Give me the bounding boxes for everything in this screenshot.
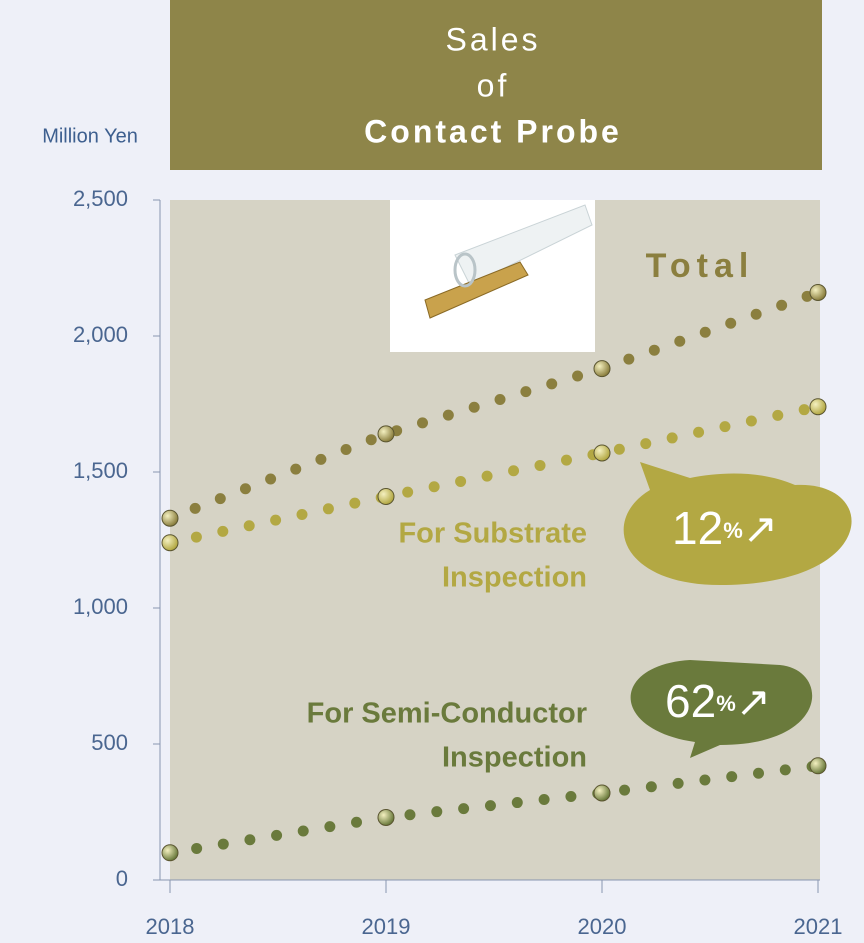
bubble-arrow: ↗: [736, 678, 771, 725]
data-point: [377, 487, 395, 505]
y-tick-label: 2,500: [73, 186, 128, 211]
data-point: [809, 757, 827, 775]
x-tick-label: 2021: [794, 914, 843, 939]
data-point: [377, 425, 395, 443]
data-point: [593, 784, 611, 802]
bubble-text: 62%↗: [665, 675, 771, 727]
series-label: Total: [646, 247, 755, 285]
series-line: [164, 760, 824, 859]
title-line: Contact Probe: [364, 113, 622, 149]
data-point: [809, 398, 827, 416]
x-tick-label: 2018: [146, 914, 195, 939]
probe-photo: [390, 200, 595, 352]
data-point: [161, 844, 179, 862]
data-point: [593, 444, 611, 462]
data-point: [161, 534, 179, 552]
bubble-shape: [630, 660, 813, 758]
title-box: [170, 0, 822, 170]
series-line: [164, 401, 824, 549]
bubble-unit: %: [723, 518, 743, 543]
data-point: [377, 808, 395, 826]
y-axis-label: Million Yen: [42, 125, 138, 147]
y-tick-label: 0: [116, 866, 128, 891]
bubble-arrow: ↗: [743, 505, 778, 552]
series-label: For Semi-Conductor: [307, 698, 587, 730]
series-label: For Substrate: [398, 518, 587, 550]
title-line: Sales: [445, 21, 540, 57]
x-tick-label: 2019: [362, 914, 411, 939]
series-line: [164, 286, 824, 524]
y-tick-label: 2,000: [73, 322, 128, 347]
bubble-shape: [623, 462, 852, 585]
bubble-number: 12: [672, 502, 723, 554]
data-point: [809, 283, 827, 301]
y-tick-label: 1,000: [73, 594, 128, 619]
bubble-text: 12%↗: [672, 502, 778, 554]
x-tick-label: 2020: [578, 914, 627, 939]
series-label: Inspection: [442, 562, 587, 594]
series-label: Inspection: [442, 742, 587, 774]
y-tick-label: 500: [91, 730, 128, 755]
data-point: [161, 509, 179, 527]
title-line: of: [477, 67, 510, 103]
bubble-unit: %: [716, 691, 736, 716]
bubble-number: 62: [665, 675, 716, 727]
data-point: [593, 360, 611, 378]
y-tick-label: 1,500: [73, 458, 128, 483]
